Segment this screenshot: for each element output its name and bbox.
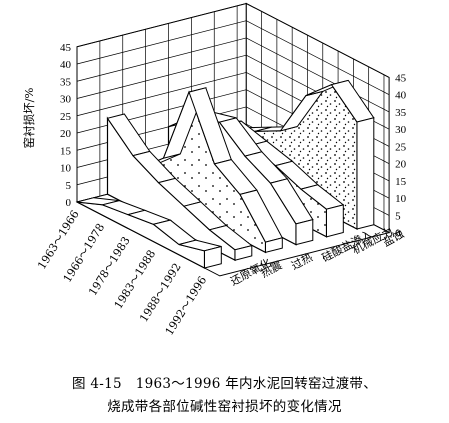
gridline-left <box>76 72 247 117</box>
y-tick-label-left: 40 <box>60 59 72 71</box>
y-tick-label-right: 35 <box>395 107 407 119</box>
y-tick-label-left: 0 <box>66 197 72 209</box>
y-axis-title: 窑衬损坏/% <box>22 88 36 149</box>
y-tick-label-right: 0 <box>395 228 401 240</box>
ribbon-5-end <box>356 117 375 230</box>
y-tick-label-left: 35 <box>60 76 72 88</box>
y-tick-label-right: 15 <box>395 176 407 188</box>
ribbon-1-end <box>234 244 253 261</box>
figure-caption-line-1: 图 4-15 1963～1996 年内水泥回转窑过渡带、 <box>71 376 378 392</box>
y-tick-label-left: 25 <box>60 111 72 123</box>
gridline-right <box>246 37 390 113</box>
y-tick-label-right: 5 <box>395 210 401 222</box>
y-tick-label-right: 10 <box>395 193 407 205</box>
y-tick-label-left: 30 <box>60 94 72 106</box>
series-ribbons <box>76 79 375 269</box>
gridline-left <box>76 20 247 65</box>
y-tick-labels: 0 0 5 5 10 10 15 15 20 20 25 25 30 30 35 35 40 40 45 45 <box>60 42 407 240</box>
figure-caption-line-2: 烧成带各部位碱性窑衬损坏的变化情况 <box>107 399 342 415</box>
y-tick-label-left: 20 <box>60 128 72 140</box>
y-tick-label-right: 20 <box>395 159 407 171</box>
y-tick-label-left: 5 <box>66 180 72 192</box>
y-tick-label-left: 15 <box>60 145 72 157</box>
ribbon-3-end <box>295 218 314 246</box>
y-tick-label-right: 25 <box>395 141 407 153</box>
ribbon-4-end <box>326 204 344 238</box>
gridline-left <box>76 3 247 48</box>
y-tick-label-right: 30 <box>395 124 407 136</box>
y-tick-label-left: 45 <box>60 42 72 54</box>
gridline-left <box>76 89 247 134</box>
y-tick-label-left: 10 <box>60 163 72 175</box>
y-tick-label-right: 45 <box>395 72 407 84</box>
gridline-left <box>76 37 247 82</box>
ribbon-0-end <box>204 245 222 269</box>
gridline-left <box>76 54 247 99</box>
y-tick-label-right: 40 <box>395 90 407 102</box>
gridline-right <box>246 3 390 78</box>
ribbon-2-end <box>265 237 283 254</box>
gridline-right <box>246 20 390 95</box>
